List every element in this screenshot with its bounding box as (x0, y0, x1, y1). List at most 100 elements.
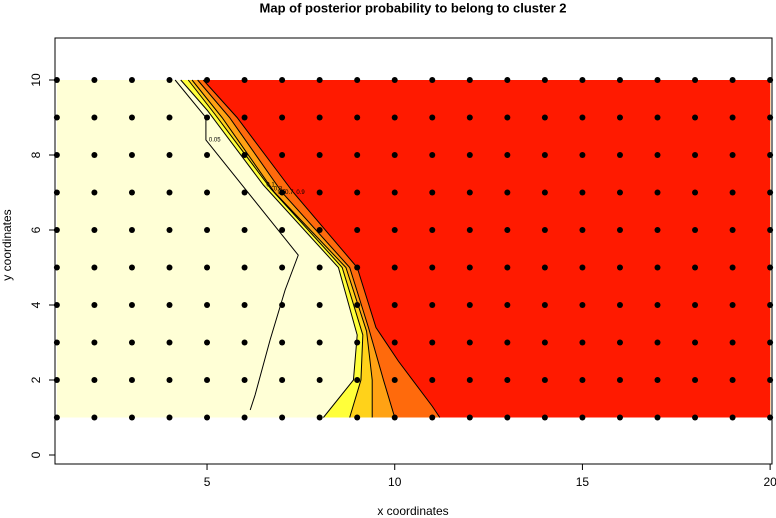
point (316, 114, 323, 121)
point (166, 414, 173, 421)
point (204, 264, 211, 271)
point (729, 414, 736, 421)
chart-title: Map of posterior probability to belong t… (260, 0, 567, 15)
point (128, 189, 135, 196)
point (692, 264, 699, 271)
point (466, 152, 473, 158)
point (204, 227, 211, 233)
point (91, 227, 98, 233)
point (241, 302, 248, 308)
point (729, 377, 736, 383)
point (541, 189, 548, 196)
point (616, 114, 623, 121)
contour-label: 0.7 (285, 190, 294, 196)
point (241, 264, 248, 271)
point (166, 77, 173, 83)
point (692, 77, 699, 83)
point (204, 339, 211, 346)
point (729, 189, 736, 196)
point (316, 152, 323, 158)
point (654, 114, 661, 121)
point (91, 414, 98, 421)
point (391, 227, 398, 233)
point (204, 114, 211, 121)
point (354, 377, 361, 383)
point (729, 264, 736, 271)
point (279, 189, 286, 196)
point (541, 414, 548, 421)
point (128, 414, 135, 421)
point (541, 227, 548, 233)
point (391, 77, 398, 83)
point (466, 264, 473, 271)
point (354, 302, 361, 308)
point (429, 227, 436, 233)
point (466, 302, 473, 308)
point (654, 77, 661, 83)
point (316, 264, 323, 271)
point (729, 77, 736, 83)
x-tick-label: 5 (204, 475, 211, 489)
point (91, 339, 98, 346)
point (91, 302, 98, 308)
x-tick-label: 10 (388, 475, 402, 489)
contour-label: 0.05 (209, 138, 221, 144)
point (91, 77, 98, 83)
point (579, 227, 586, 233)
point (504, 377, 511, 383)
point (166, 264, 173, 271)
point (466, 227, 473, 233)
point (692, 339, 699, 346)
point (316, 227, 323, 233)
point (166, 227, 173, 233)
point (166, 152, 173, 158)
point (354, 264, 361, 271)
point (91, 264, 98, 271)
point (504, 227, 511, 233)
point (204, 189, 211, 196)
point (354, 339, 361, 346)
point (241, 377, 248, 383)
point (466, 339, 473, 346)
point (579, 77, 586, 83)
point (354, 414, 361, 421)
plot-frame (54, 37, 773, 465)
point (316, 77, 323, 83)
point (91, 152, 98, 158)
point (692, 152, 699, 158)
contour-line (202, 79, 441, 418)
point (204, 77, 211, 83)
point (316, 302, 323, 308)
point (654, 189, 661, 196)
point (616, 152, 623, 158)
point (466, 77, 473, 83)
point (241, 227, 248, 233)
point (391, 189, 398, 196)
point (692, 227, 699, 233)
point (166, 302, 173, 308)
point (128, 227, 135, 233)
point (466, 114, 473, 121)
point (654, 152, 661, 158)
point (128, 302, 135, 308)
point (128, 339, 135, 346)
point (128, 264, 135, 271)
point (541, 152, 548, 158)
point (279, 264, 286, 271)
point (692, 414, 699, 421)
point (166, 189, 173, 196)
point (128, 114, 135, 121)
point (579, 264, 586, 271)
point (466, 189, 473, 196)
contour-line (180, 79, 358, 418)
point (579, 339, 586, 346)
point (279, 77, 286, 83)
point (616, 227, 623, 233)
point (654, 264, 661, 271)
contour-line (191, 79, 373, 418)
point (204, 414, 211, 421)
point (354, 77, 361, 83)
point (541, 114, 548, 121)
point (579, 189, 586, 196)
point (466, 414, 473, 421)
